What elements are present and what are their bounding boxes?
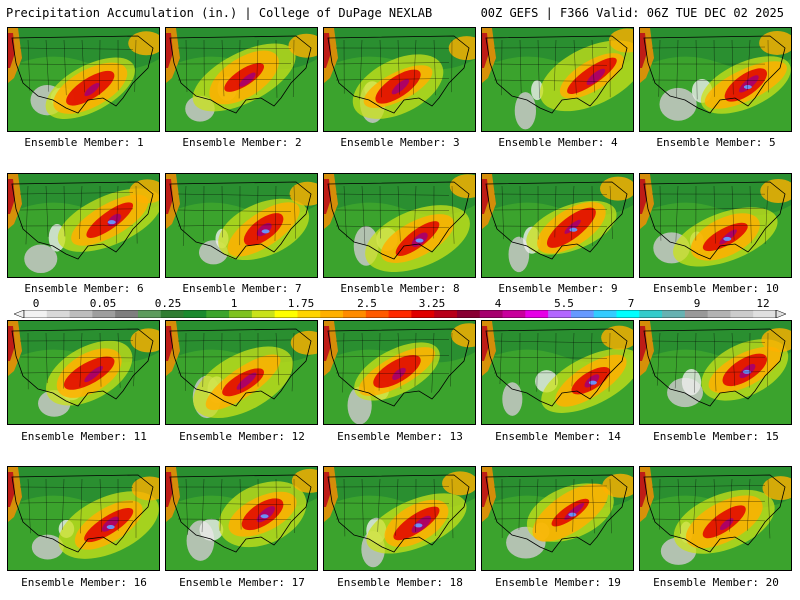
precip-colorbar <box>14 310 786 318</box>
ensemble-member-label: Ensemble Member: 15 <box>653 430 779 443</box>
colorbar-tick-label: 0.25 <box>154 297 182 310</box>
ensemble-member-map <box>323 173 476 278</box>
ensemble-member-map <box>165 27 318 132</box>
ensemble-member-map <box>165 466 318 571</box>
ensemble-member-label: Ensemble Member: 6 <box>24 282 144 295</box>
ensemble-member-map <box>481 466 634 571</box>
ensemble-member-label: Ensemble Member: 5 <box>656 136 776 149</box>
colorbar-tick-label: 12 <box>756 297 770 310</box>
ensemble-member-label: Ensemble Member: 1 <box>24 136 144 149</box>
ensemble-member-map <box>165 173 318 278</box>
ensemble-member-label: Ensemble Member: 10 <box>653 282 779 295</box>
ensemble-member-map <box>639 173 792 278</box>
run-valid-info: 00Z GEFS | F366 Valid: 06Z TUE DEC 02 20… <box>480 6 784 20</box>
ensemble-member-map <box>7 466 160 571</box>
ensemble-member-label: Ensemble Member: 4 <box>498 136 618 149</box>
ensemble-member-map <box>639 466 792 571</box>
ensemble-member-label: Ensemble Member: 13 <box>337 430 463 443</box>
ensemble-member-map <box>323 27 476 132</box>
ensemble-member-label: Ensemble Member: 11 <box>21 430 147 443</box>
ensemble-member-map <box>481 27 634 132</box>
colorbar-tick-label: 2.5 <box>357 297 377 310</box>
colorbar-tick-label: 1.75 <box>287 297 315 310</box>
ensemble-member-map <box>323 466 476 571</box>
ensemble-member-map <box>323 320 476 425</box>
colorbar-tick-label: 7 <box>627 297 635 310</box>
ensemble-member-map <box>481 173 634 278</box>
ensemble-member-map <box>7 27 160 132</box>
map-title: Precipitation Accumulation (in.) | Colle… <box>6 6 433 20</box>
ensemble-member-map <box>639 27 792 132</box>
ensemble-member-label: Ensemble Member: 9 <box>498 282 618 295</box>
ensemble-member-map <box>639 320 792 425</box>
ensemble-member-label: Ensemble Member: 12 <box>179 430 305 443</box>
ensemble-member-map <box>7 320 160 425</box>
colorbar-tick-label: 4 <box>494 297 502 310</box>
ensemble-member-label: Ensemble Member: 3 <box>340 136 460 149</box>
ensemble-member-label: Ensemble Member: 7 <box>182 282 302 295</box>
colorbar-tick-label: 0 <box>32 297 40 310</box>
ensemble-member-label: Ensemble Member: 2 <box>182 136 302 149</box>
colorbar-tick-label: 9 <box>693 297 701 310</box>
ensemble-member-label: Ensemble Member: 20 <box>653 576 779 589</box>
ensemble-member-label: Ensemble Member: 14 <box>495 430 621 443</box>
ensemble-member-label: Ensemble Member: 16 <box>21 576 147 589</box>
colorbar-tick-label: 0.05 <box>89 297 117 310</box>
ensemble-member-label: Ensemble Member: 17 <box>179 576 305 589</box>
colorbar-tick-label: 3.25 <box>418 297 446 310</box>
colorbar-tick-label: 5.5 <box>554 297 574 310</box>
ensemble-member-map <box>481 320 634 425</box>
ensemble-member-label: Ensemble Member: 18 <box>337 576 463 589</box>
ensemble-member-map <box>165 320 318 425</box>
colorbar-tick-label: 1 <box>230 297 238 310</box>
ensemble-member-map <box>7 173 160 278</box>
ensemble-member-label: Ensemble Member: 8 <box>340 282 460 295</box>
ensemble-member-label: Ensemble Member: 19 <box>495 576 621 589</box>
